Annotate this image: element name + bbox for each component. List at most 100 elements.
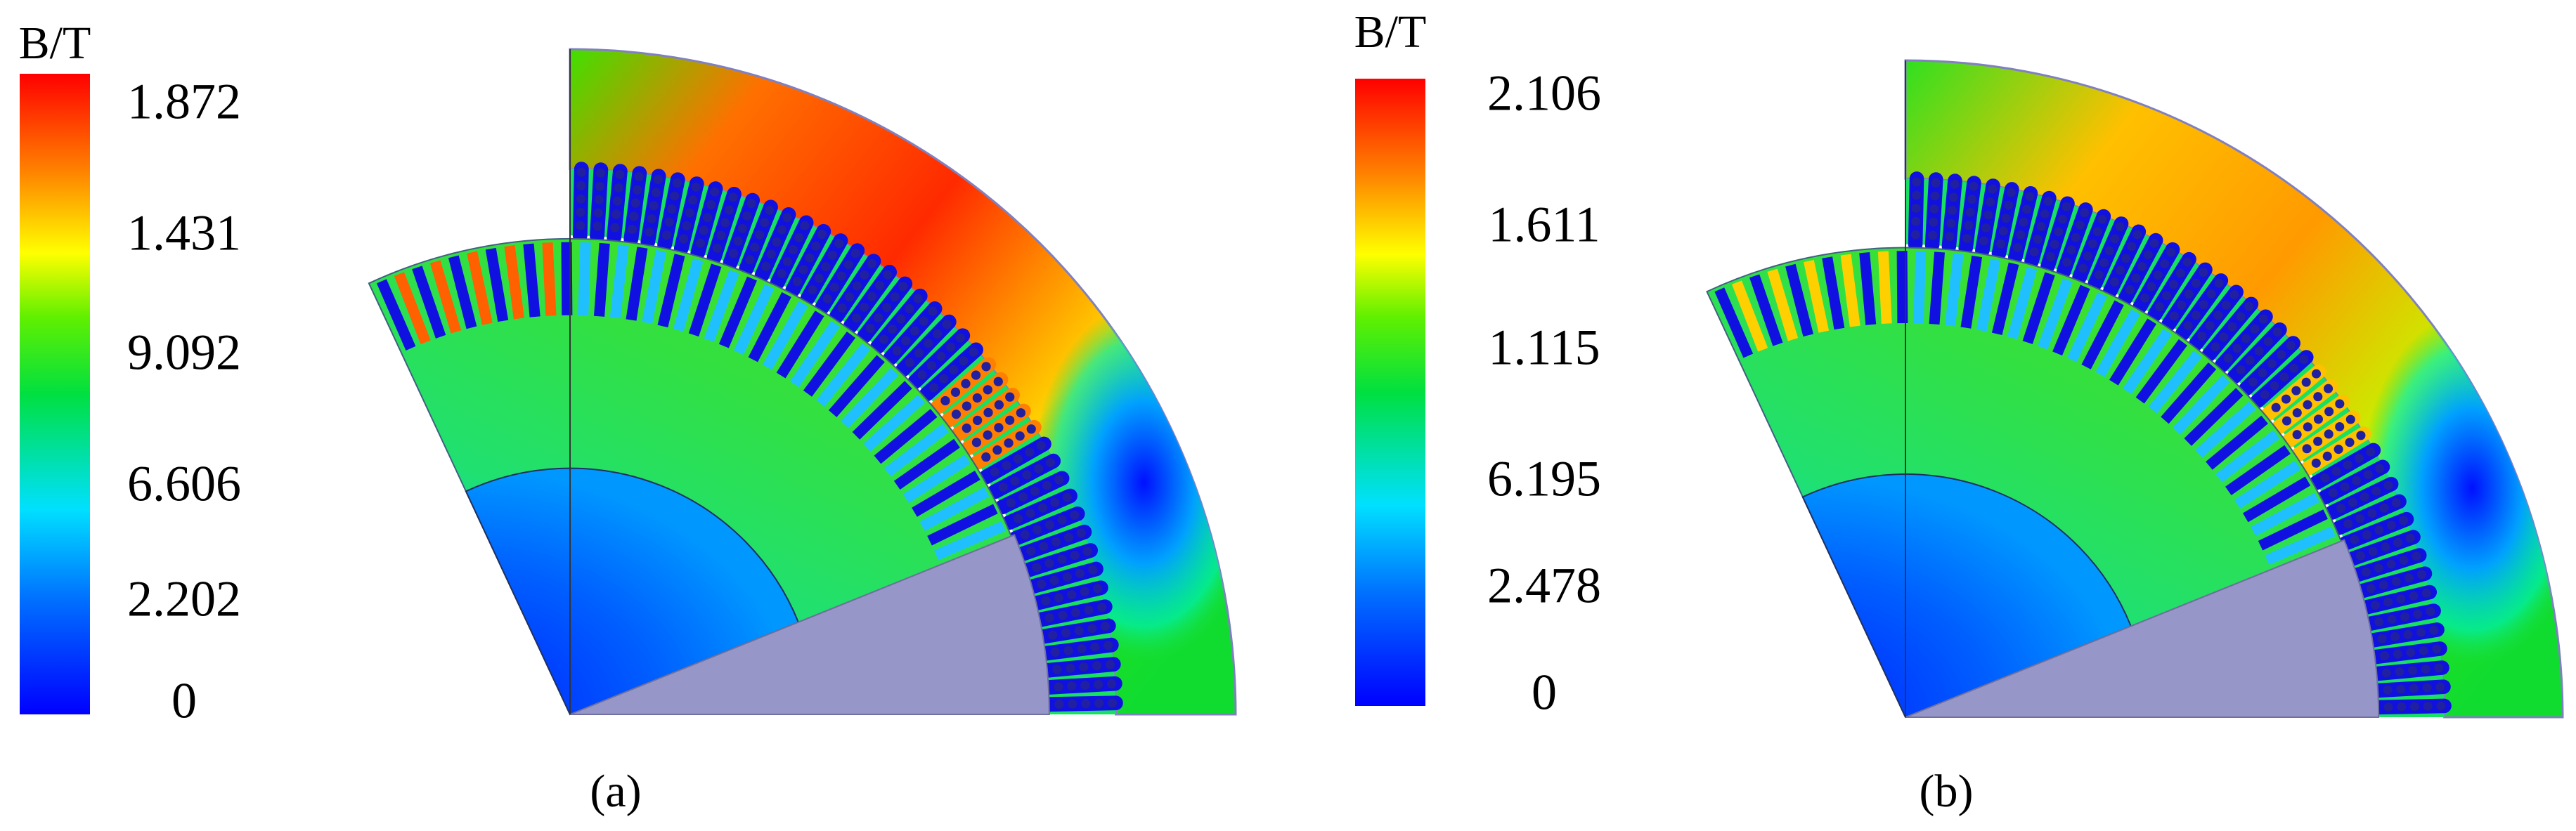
conductor (2159, 259, 2170, 269)
conductor (981, 362, 991, 372)
caption: (b) (1920, 766, 1974, 817)
conductor (2050, 240, 2059, 249)
conductor (2324, 384, 2334, 393)
conductor (914, 348, 924, 358)
conductor (2199, 299, 2208, 310)
conductor (817, 229, 827, 240)
conductor (2374, 617, 2384, 627)
conductor (1022, 470, 1032, 480)
conductor (1051, 537, 1061, 547)
conductor (867, 259, 876, 269)
conductor (983, 430, 992, 440)
conductor (2374, 525, 2384, 535)
conductor (1084, 605, 1094, 615)
conductor (614, 183, 623, 192)
conductor (1965, 207, 1975, 217)
conductor (2354, 453, 2364, 464)
conductor (1998, 226, 2008, 236)
conductor (1103, 641, 1113, 650)
conductor (1044, 613, 1054, 623)
conductor (983, 385, 992, 395)
conductor (2205, 321, 2215, 331)
conductor (720, 218, 730, 228)
conductor (1075, 568, 1085, 578)
conductor (2409, 591, 2419, 601)
conductor (645, 227, 654, 237)
conductor (1016, 408, 1026, 418)
conductor (576, 181, 586, 190)
conductor (2419, 646, 2428, 655)
conductor (2348, 497, 2357, 508)
conductor (1108, 698, 1118, 708)
conductor (699, 225, 709, 235)
conductor (852, 281, 862, 291)
conductor (2299, 355, 2309, 365)
conductor (2391, 577, 2401, 587)
conductor (2386, 521, 2396, 530)
conductor (2322, 451, 2332, 461)
conductor (845, 292, 855, 302)
conductor (962, 423, 971, 433)
conductor (874, 313, 884, 323)
conductor (2405, 533, 2415, 543)
conductor (2356, 431, 2366, 440)
conductor (2006, 188, 2016, 197)
rotor-slot (2184, 388, 2244, 446)
rotor-slot (852, 381, 912, 440)
conductor (981, 452, 991, 462)
conductor (1054, 475, 1064, 485)
conductor (2149, 238, 2159, 248)
conductor (1093, 584, 1103, 594)
rotor-slot (1804, 260, 1830, 333)
conductor (2083, 251, 2093, 261)
conductor (2360, 492, 2369, 502)
conductor (2368, 547, 2378, 556)
conductor (691, 182, 701, 192)
rotor-slot (733, 284, 775, 355)
rotor-slot (1960, 255, 1983, 329)
conductor (1037, 579, 1047, 589)
conductor (2426, 607, 2435, 617)
conductor (755, 230, 765, 240)
conductor (798, 265, 808, 275)
rotor-slot (1896, 251, 1908, 324)
colorbar-tick: 2.106 (1487, 65, 1601, 122)
conductor (2387, 615, 2397, 624)
conductor (2383, 702, 2393, 712)
conductor (2214, 278, 2224, 288)
conductor (576, 167, 586, 177)
conductor (712, 243, 722, 253)
conductor (2386, 559, 2396, 569)
conductor (827, 250, 837, 260)
conductor (837, 303, 847, 313)
conductor (811, 241, 821, 251)
conductor (2137, 261, 2147, 271)
wedge (569, 534, 1050, 715)
conductor (939, 374, 949, 384)
conductor (2229, 289, 2239, 299)
conductor (808, 284, 817, 295)
conductor (1964, 221, 1974, 230)
conductor (1082, 547, 1092, 556)
conductor (2377, 634, 2387, 643)
conductor (1004, 438, 1014, 448)
conductor (2166, 247, 2176, 257)
conductor (2227, 322, 2237, 332)
rotor-slot (1859, 252, 1877, 325)
conductor (1079, 662, 1089, 672)
conductor (2362, 530, 2372, 539)
conductor (2409, 702, 2420, 712)
rotor-slot (2081, 300, 2124, 369)
conductor (2329, 488, 2338, 498)
flux-plot (1706, 59, 2564, 719)
conductor (2345, 414, 2355, 424)
conductor (2303, 400, 2312, 410)
conductor (949, 365, 959, 375)
conductor (2029, 247, 2039, 257)
conductor (829, 282, 839, 292)
conductor (950, 387, 961, 397)
rotor-slot (2173, 374, 2230, 435)
conductor (2396, 684, 2406, 694)
rotor-slot (1976, 259, 2001, 332)
conductor (2361, 567, 2371, 577)
